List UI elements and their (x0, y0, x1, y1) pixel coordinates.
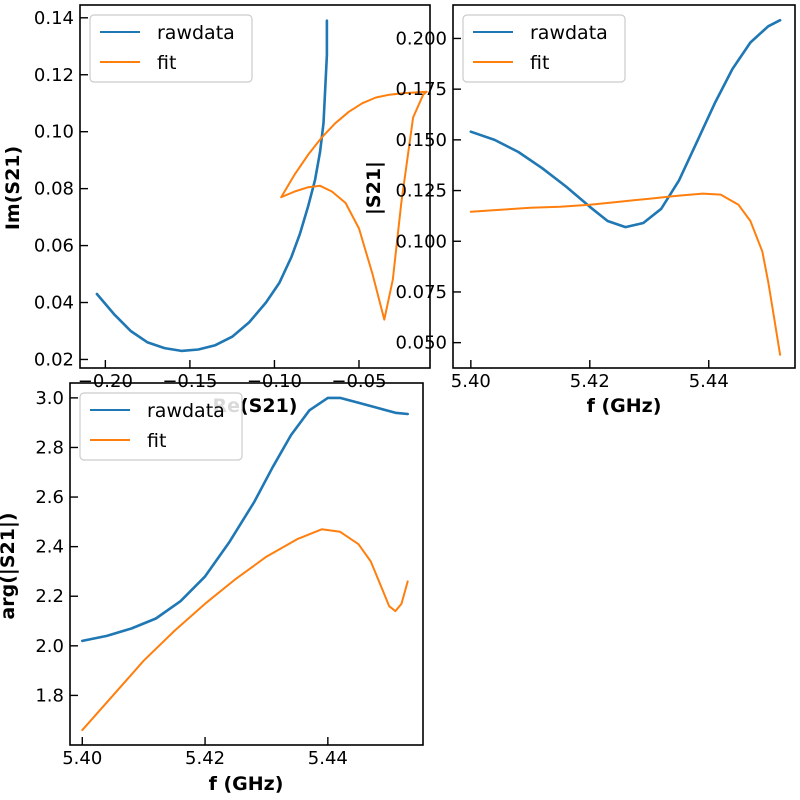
y-tick-label: 0.14 (34, 8, 74, 29)
series-line-fit (280, 90, 428, 321)
series-line-rawdata (469, 18, 782, 229)
y-tick-label: 0.100 (395, 231, 447, 252)
y-tick-label: 2.0 (35, 636, 64, 657)
x-tick-label: 5.44 (689, 371, 729, 392)
y-tick-label: 0.06 (34, 236, 74, 257)
x-tick-label: 5.42 (570, 371, 610, 392)
legend-label-rawdata: rawdata (530, 22, 608, 44)
y-tick-label: 0.200 (395, 28, 447, 49)
y-tick-label: 2.4 (35, 537, 64, 558)
x-axis-label: f (GHz) (209, 773, 284, 795)
legend-label-rawdata: rawdata (157, 22, 235, 44)
y-tick-label: 0.075 (395, 282, 447, 303)
y-tick-label: 0.125 (395, 181, 447, 202)
axes-frame (79, 4, 431, 369)
plot-phase: 5.40 5.42 5.44 1.8 2.0 2.2 2.4 2.6 2.8 3.0 f (GHz)… (0, 382, 424, 795)
y-tick-label: 0.02 (34, 349, 74, 370)
y-tick-label: 0.050 (395, 333, 447, 354)
x-tick-label: 5.40 (62, 748, 102, 769)
y-tick-label: 3.0 (35, 388, 64, 409)
plot-magnitude: 5.40 5.42 5.44 0.050 0.075 0.100 0.125 0.150 0.1… (363, 4, 796, 417)
y-tick-label: 1.8 (35, 685, 64, 706)
y-tick-label: 0.150 (395, 130, 447, 151)
y-tick-label: 2.6 (35, 487, 64, 508)
x-tick-label: 5.40 (451, 371, 491, 392)
series-line-fit (81, 528, 409, 732)
y-tick-label: 0.04 (34, 293, 74, 314)
y-axis-label: |S21| (363, 161, 385, 215)
legend-label-rawdata: rawdata (147, 400, 225, 422)
axes-frame (69, 382, 424, 746)
legend-label-fit: fit (157, 52, 176, 74)
series-line-rawdata (95, 19, 329, 353)
y-tick-label: 0.12 (34, 65, 74, 86)
legend: rawdata fit (79, 392, 243, 461)
legend: rawdata fit (462, 14, 626, 83)
axes-frame (452, 4, 796, 369)
y-axis-label: Im(S21) (2, 146, 24, 230)
x-tick-label: −0.05 (331, 371, 386, 392)
plot-re-im: −0.20 −0.15 −0.10 −0.05 0.02 0.04 0.06 0.08 0.10… (2, 4, 431, 417)
y-tick-label: 0.10 (34, 122, 74, 143)
series-line-rawdata (81, 396, 410, 643)
y-tick-label: 2.8 (35, 437, 64, 458)
x-tick-label: 5.42 (185, 748, 225, 769)
x-axis-label: f (GHz) (587, 395, 662, 417)
legend-label-fit: fit (530, 52, 549, 74)
y-tick-label: 2.2 (35, 586, 64, 607)
x-tick-label: −0.15 (162, 371, 217, 392)
x-tick-label: −0.20 (78, 371, 133, 392)
legend-label-fit: fit (147, 430, 166, 452)
x-tick-label: 5.44 (308, 748, 348, 769)
series-line-fit (469, 192, 782, 356)
y-tick-label: 0.08 (34, 179, 74, 200)
legend: rawdata fit (89, 14, 253, 83)
y-axis-label: arg(|S21|) (0, 512, 19, 619)
x-tick-label: −0.10 (247, 371, 302, 392)
y-tick-label: 0.175 (395, 79, 447, 100)
